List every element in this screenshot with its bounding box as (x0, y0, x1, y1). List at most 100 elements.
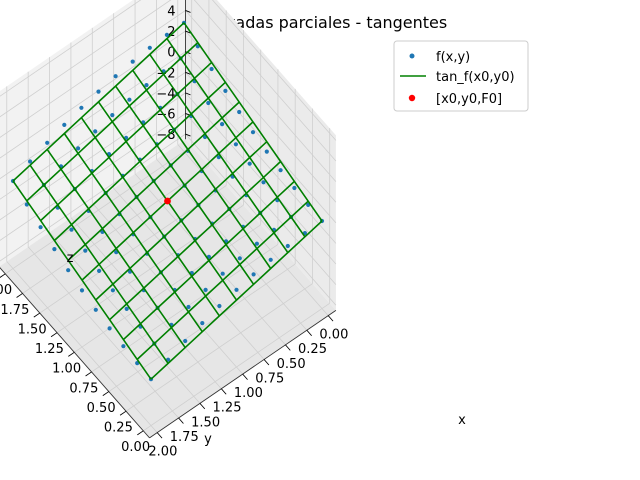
tangent-line-y (114, 85, 255, 285)
surface-point (97, 268, 102, 273)
x-tick (16, 293, 23, 298)
x-tick-label: 0.50 (87, 401, 116, 416)
surface-point (285, 243, 290, 249)
z-tick (185, 92, 191, 96)
y-tick-label: 2.00 (148, 445, 177, 460)
tangent-line-y (12, 180, 152, 380)
x-tick-label: 1.25 (35, 342, 64, 357)
surface-point (251, 272, 256, 277)
tangent-line-y (63, 133, 203, 333)
y-tick (242, 373, 248, 380)
gridline-z-ywall (185, 10, 337, 182)
gridline-z-xwall (0, 0, 142, 97)
z-tick-label: 2 (167, 25, 175, 40)
legend-box (393, 40, 529, 112)
surface-point (237, 109, 242, 115)
x-tick-label: 2.00 (0, 283, 12, 298)
z-tick-label: 4 (167, 4, 175, 19)
tangent-line-y (132, 69, 272, 269)
y-axis-label: y (204, 432, 212, 447)
surface-point (234, 287, 239, 292)
y-tick (306, 329, 313, 337)
y-tick-label: 0.00 (319, 328, 348, 343)
surface-point (200, 321, 205, 326)
surface-point (164, 32, 169, 38)
y-tick-label: 0.75 (255, 371, 284, 386)
tangent-line-y (46, 148, 186, 349)
tangent-point-marker (164, 197, 171, 205)
y-tick (178, 417, 184, 424)
gridline-z-ywall (185, 92, 337, 265)
gridline-z-xwall (0, 71, 186, 200)
surface-point (261, 180, 266, 185)
x-tick-label: 0.00 (121, 440, 150, 455)
surface-point (76, 146, 81, 151)
surface-point (107, 326, 112, 331)
z-tick (185, 30, 191, 34)
surface-point (52, 247, 57, 252)
y-tick-label: 1.50 (191, 415, 220, 430)
z-tick-label: −4 (156, 87, 175, 102)
gridline-z-xwall (0, 92, 186, 221)
gridline-z-xwall (0, 30, 186, 159)
surface-point (203, 287, 208, 292)
gridline-x-floor (5, 145, 192, 275)
z-tick-label: 0 (167, 46, 175, 61)
x-tick-label: 0.75 (69, 381, 98, 396)
surface-point (206, 100, 211, 106)
z-tick (185, 133, 191, 137)
chart-title: Derivadas parciales - tangentes (193, 13, 447, 32)
tangent-plane-wireframe (12, 22, 323, 380)
surface-point (62, 122, 67, 127)
x-tick-label: 0.25 (104, 421, 133, 436)
legend-label-surface: f(x,y) (436, 50, 470, 65)
x-tick (68, 351, 75, 357)
x-tick (50, 332, 58, 338)
gridline-y-floor (70, 217, 222, 390)
tangent-point (164, 197, 171, 205)
surface-point (28, 159, 33, 164)
y-tick-label: 1.00 (234, 386, 263, 401)
surface-point (66, 268, 71, 273)
x-tick-label: 1.75 (0, 303, 29, 318)
axis-ticks: 0.000.250.500.751.001.251.501.752.000.00… (0, 4, 348, 460)
surface-point (183, 338, 188, 344)
surface-point (130, 59, 135, 64)
surface-point (278, 168, 283, 173)
x-tick (85, 371, 92, 377)
gridline-x-floor (39, 185, 227, 314)
axis-gridlines (0, 0, 337, 433)
surface-point (38, 225, 43, 230)
z-tick-label: −6 (156, 107, 175, 122)
surface-point (124, 306, 129, 311)
surface-point (268, 257, 273, 262)
tangent-line-y (149, 53, 289, 254)
legend: f(x,y) tan_f(x0,y0) [x0,y0,F0] (393, 40, 529, 112)
surface-point (83, 248, 88, 253)
x-tick (119, 410, 127, 416)
y-tick (285, 344, 291, 351)
z-tick (185, 71, 191, 75)
y-axis-line (149, 309, 337, 439)
surface-point (254, 241, 259, 246)
gridline-z-xwall (0, 10, 186, 138)
x-tick-label: 1.00 (52, 362, 81, 377)
gridline-z-ywall (193, 0, 337, 162)
surface-point (121, 344, 126, 349)
y-tick-label: 0.25 (298, 342, 327, 357)
tangent-line-y (166, 38, 306, 238)
surface-point (223, 88, 228, 93)
surface-point (233, 142, 238, 147)
surface-point (186, 304, 191, 310)
surface-point (209, 66, 214, 72)
gridline-z-ywall (185, 133, 337, 306)
gridline-y-floor (91, 202, 244, 375)
gridline-z-xwall (0, 51, 186, 180)
z-tick (185, 10, 191, 13)
gridline-y-floor (6, 261, 158, 433)
surface-point (93, 129, 98, 134)
tangent-line-y (80, 117, 221, 317)
x-tick (137, 430, 144, 436)
legend-marker-surface (409, 53, 415, 59)
